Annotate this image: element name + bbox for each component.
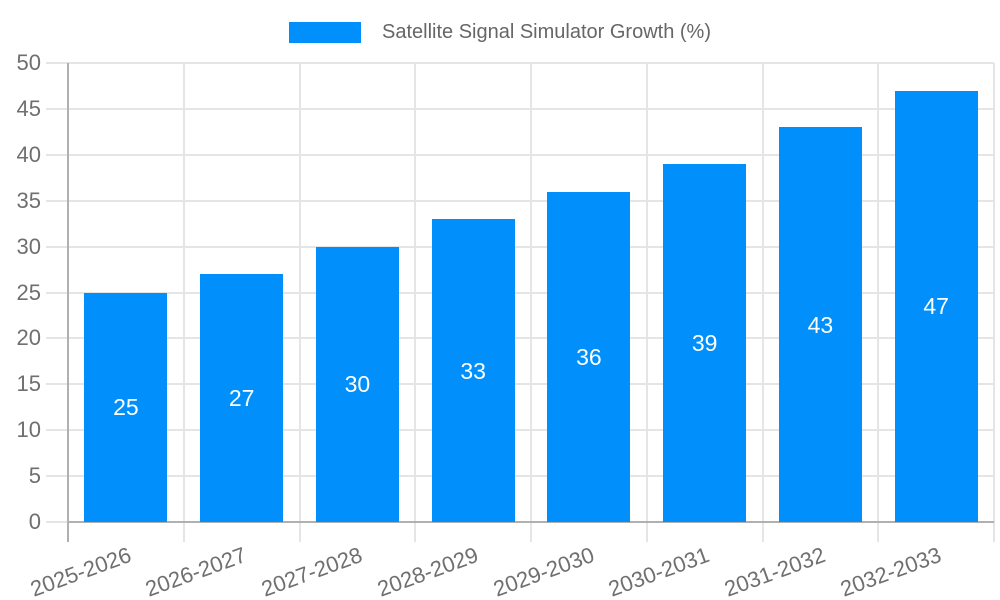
bar-value-label: 39 <box>691 329 718 356</box>
x-axis-tick <box>298 522 301 542</box>
bar[interactable]: 27 <box>200 274 284 522</box>
bar[interactable]: 39 <box>663 163 747 522</box>
y-axis-tick-label: 50 <box>16 50 41 75</box>
x-gridline <box>877 63 880 522</box>
bar-value-label: 27 <box>228 385 255 412</box>
y-gridline <box>46 107 994 110</box>
x-gridline <box>761 63 764 522</box>
bar-value-label: 25 <box>113 394 139 421</box>
x-axis-tick <box>761 522 764 542</box>
y-gridline <box>46 199 994 202</box>
bar-value-label: 36 <box>576 343 602 370</box>
y-axis-tick-label: 5 <box>28 463 41 489</box>
bar-value-label: 47 <box>923 293 949 320</box>
y-axis-tick-label: 35 <box>16 187 41 213</box>
y-gridline <box>46 383 994 386</box>
x-axis-category-label: 2027-2028 <box>258 542 366 600</box>
x-axis-tick <box>530 522 532 542</box>
x-gridline <box>645 63 648 522</box>
legend-label: Satellite Signal Simulator Growth (%) <box>381 21 711 43</box>
y-gridline <box>46 291 994 294</box>
legend-item[interactable]: Satellite Signal Simulator Growth (%) <box>0 21 1000 43</box>
x-gridline <box>182 63 185 522</box>
x-axis-tick <box>645 522 648 542</box>
x-axis-tick <box>877 522 880 542</box>
y-gridline <box>46 245 994 248</box>
bar[interactable]: 47 <box>894 90 978 522</box>
x-axis-category-label: 2028-2029 <box>373 542 482 600</box>
y-axis-tick-label: 10 <box>16 417 41 443</box>
x-axis-tick <box>182 522 185 542</box>
x-gridline <box>993 63 995 522</box>
y-gridline <box>46 429 994 432</box>
bar-value-label: 30 <box>344 371 371 398</box>
x-axis-category-label: 2026-2027 <box>142 542 250 600</box>
y-axis-tick-label: 20 <box>16 325 41 351</box>
bar[interactable]: 36 <box>547 191 631 522</box>
y-axis-tick-label: 15 <box>16 371 41 397</box>
bar[interactable]: 25 <box>84 292 168 522</box>
x-axis-category-label: 2030-2031 <box>605 542 713 600</box>
y-axis-line <box>67 63 69 542</box>
legend-swatch-icon <box>288 21 361 43</box>
x-gridline <box>298 63 301 522</box>
y-axis-tick-label: 45 <box>16 95 41 121</box>
y-gridline <box>46 62 994 64</box>
bar[interactable]: 43 <box>778 127 862 522</box>
x-axis-category-label: 2032-2033 <box>836 542 945 600</box>
y-gridline <box>46 475 994 478</box>
y-axis-tick-label: 25 <box>16 279 41 305</box>
y-axis-tick-label: 30 <box>16 233 41 259</box>
x-gridline <box>414 63 417 522</box>
bar-value-label: 33 <box>460 357 486 384</box>
bar-value-label: 43 <box>807 311 834 338</box>
x-axis-category-label: 2029-2030 <box>489 542 598 600</box>
y-gridline <box>46 153 994 156</box>
bar[interactable]: 33 <box>431 219 515 522</box>
x-gridline <box>530 63 532 522</box>
x-axis-line <box>68 521 994 523</box>
y-axis-tick-label: 0 <box>28 509 41 534</box>
bar[interactable]: 30 <box>315 246 399 522</box>
x-axis-category-label: 2031-2032 <box>721 542 829 600</box>
y-gridline <box>46 337 994 340</box>
x-axis-tick <box>414 522 417 542</box>
x-axis-category-label: 2025-2026 <box>26 542 135 600</box>
y-axis-tick-label: 40 <box>16 141 41 167</box>
x-axis-tick <box>993 522 995 542</box>
